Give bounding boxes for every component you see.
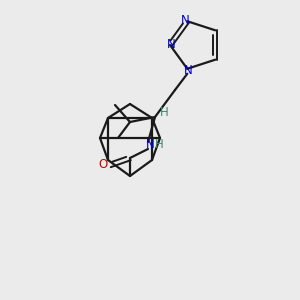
- Text: N: N: [146, 139, 154, 152]
- Text: N: N: [184, 64, 193, 77]
- Text: H: H: [160, 106, 168, 118]
- Text: O: O: [98, 158, 108, 172]
- Text: N: N: [181, 14, 190, 27]
- Text: H: H: [154, 139, 164, 152]
- Text: N: N: [167, 38, 176, 50]
